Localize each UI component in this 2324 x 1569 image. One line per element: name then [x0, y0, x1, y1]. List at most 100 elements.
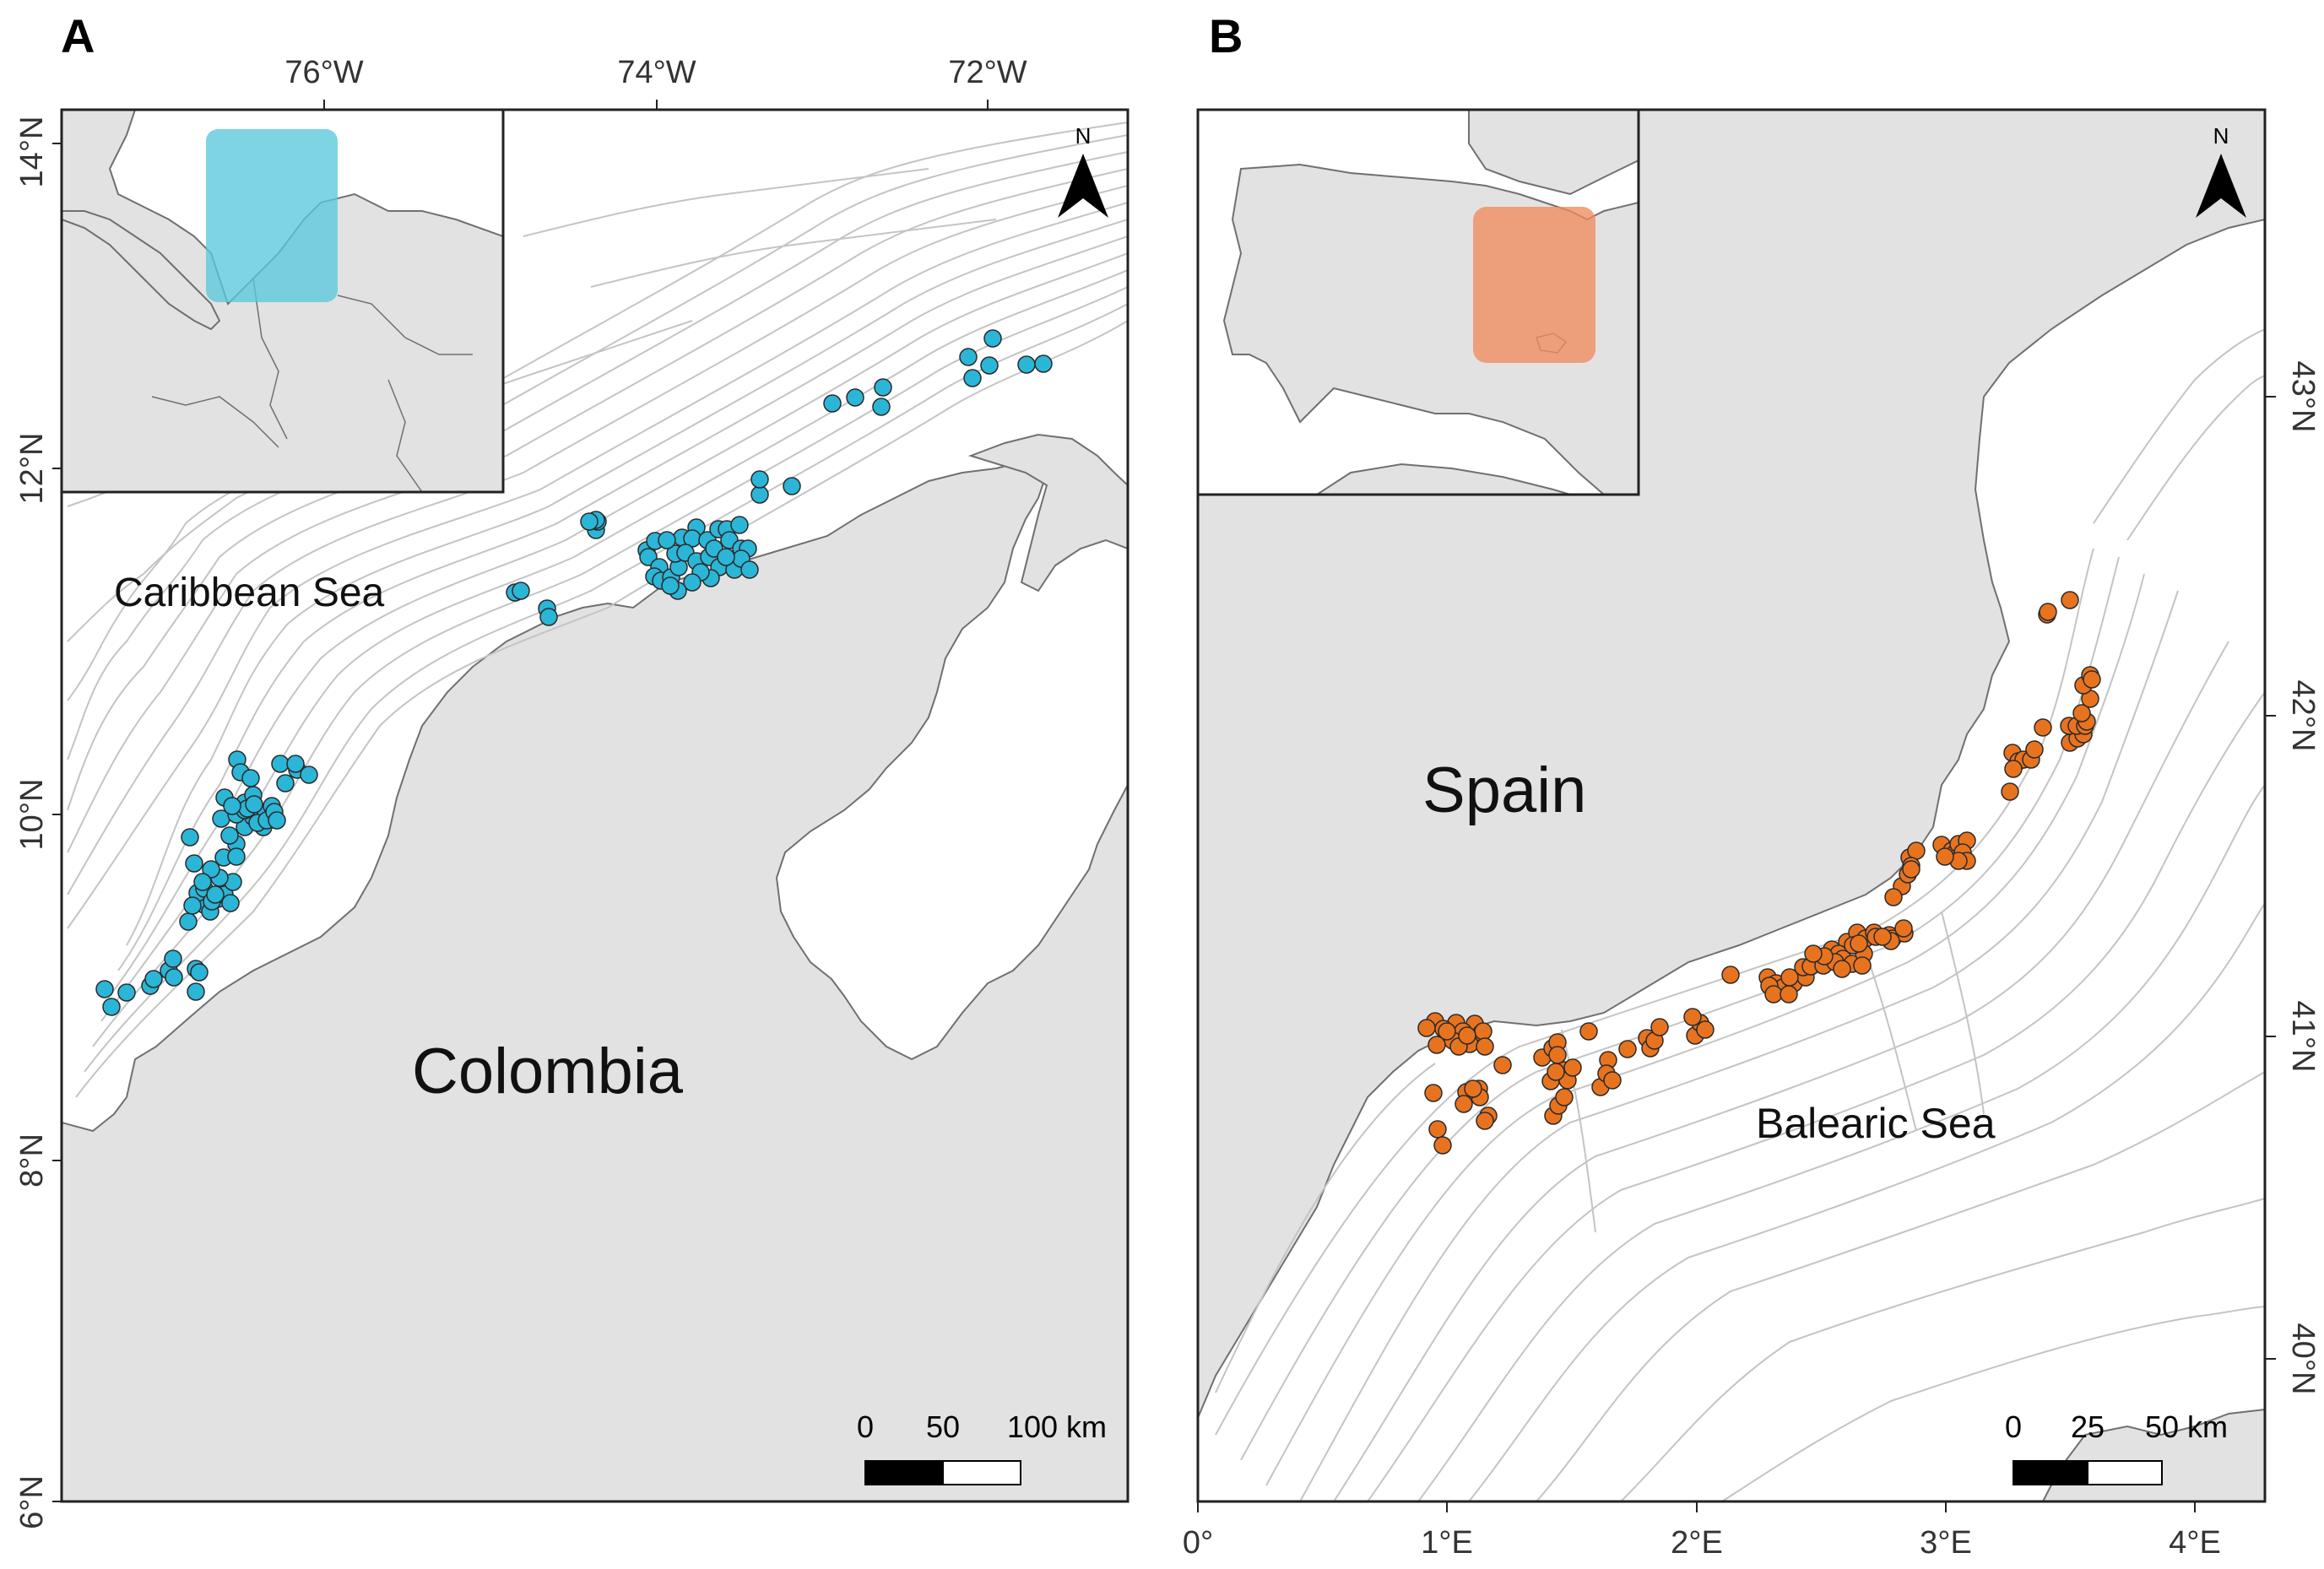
panel-b-point — [2025, 740, 2044, 759]
panel-a-point — [512, 582, 530, 600]
panel-b-point — [1547, 1063, 1565, 1081]
panel-a-point — [750, 485, 769, 504]
panel-b-point — [2039, 603, 2057, 621]
panel-a-point — [95, 980, 114, 998]
panel-a-point — [580, 512, 599, 531]
panel-a-point — [872, 398, 891, 416]
tick-12n: 12°N — [14, 433, 50, 505]
panel-a-map — [60, 108, 1129, 1503]
panel-b-point — [2001, 782, 2019, 801]
panel-b-north-label: N — [2213, 123, 2229, 149]
panel-a-point — [823, 394, 842, 413]
panel-b-right-tickmarks — [2265, 396, 2276, 1360]
panel-a-point — [190, 963, 209, 982]
tick-41n: 41°N — [2285, 1001, 2321, 1073]
panel-a-point — [164, 950, 182, 968]
panel-b-point — [1833, 960, 1851, 978]
scale-a-100: 100 km — [1007, 1409, 1107, 1444]
tick-0: 0° — [1183, 1525, 1213, 1561]
panel-a-land-label: Colombia — [412, 1036, 684, 1107]
panel-a-point — [1017, 355, 1036, 374]
panel-a-point — [846, 388, 864, 407]
panel-b-point — [2034, 718, 2052, 737]
panel-a-north-label: N — [1075, 123, 1092, 149]
panel-a-point — [683, 573, 702, 592]
panel-b-point — [1476, 1037, 1494, 1056]
panel-b-point — [2072, 704, 2091, 722]
tick-14n: 14°N — [14, 116, 50, 188]
panel-b-point — [1936, 847, 1954, 866]
panel-a-point — [750, 470, 769, 489]
panel-a-left-ticks: 14°N 12°N 10°N 8°N 6°N — [14, 116, 50, 1529]
panel-b-point — [1650, 1018, 1669, 1036]
panel-b-point — [1764, 985, 1783, 1004]
panel-b-bottom-ticks: 0° 1°E 2°E 3°E 4°E — [1183, 1525, 2221, 1561]
panel-a-point — [539, 608, 558, 626]
panel-b-point — [1579, 1022, 1598, 1041]
panel-b-point — [1907, 841, 1926, 860]
tick-40n: 40°N — [2285, 1323, 2321, 1395]
tick-2e: 2°E — [1671, 1525, 1723, 1561]
panel-b-point — [1780, 985, 1798, 1004]
panel-b-point — [2083, 670, 2101, 689]
panel-a-point — [183, 896, 202, 915]
panel-b-points — [1417, 591, 2101, 1155]
panel-a-top-ticks: 76°W 74°W 72°W — [284, 55, 1027, 90]
panel-a-point — [874, 378, 892, 397]
scale-b-50: 50 km — [2145, 1409, 2228, 1444]
panel-a-point — [220, 826, 239, 845]
scale-b-0: 0 — [2005, 1409, 2022, 1444]
panel-a-inset-highlight — [206, 129, 338, 302]
panel-b-point — [1804, 944, 1823, 963]
panel-b-sea-label: Balearic Sea — [1756, 1100, 1996, 1147]
panel-a-point — [223, 797, 241, 815]
panel-a-point — [187, 982, 205, 1001]
panel-b-point — [1548, 1046, 1567, 1064]
panel-b-point — [1853, 956, 1872, 975]
panel-b-point — [2004, 760, 2023, 778]
panel-b-point — [1455, 1095, 1473, 1113]
panel-b-map — [1196, 108, 2267, 1503]
panel-b-point — [1428, 1120, 1447, 1139]
panel-a-land-north — [967, 433, 1128, 592]
panel-a-point — [245, 795, 263, 814]
panel-a-point — [730, 516, 749, 534]
panel-b-point — [1464, 1079, 1482, 1098]
panel-b-point — [1873, 928, 1892, 946]
scale-a-50: 50 — [926, 1409, 960, 1444]
panel-a-points — [95, 329, 1053, 1016]
panel-b-letter: B — [1209, 9, 1243, 62]
panel-b-point — [1476, 1112, 1494, 1130]
panel-a-sea-label: Caribbean Sea — [114, 571, 385, 615]
panel-b-point — [1780, 968, 1799, 987]
tick-43n: 43°N — [2285, 361, 2321, 433]
panel-a-point — [221, 894, 240, 912]
panel-a-point — [202, 860, 220, 879]
panel-a-point — [185, 854, 203, 873]
panel-b-point — [1438, 1022, 1456, 1041]
panel-b-inset-map — [1196, 108, 1640, 496]
panel-a-point — [241, 769, 260, 787]
panel-a-point — [144, 970, 163, 988]
panel-a-point — [740, 560, 759, 579]
panel-b-point — [1618, 1040, 1637, 1058]
panel-a-inset-map — [60, 108, 505, 494]
panel-b-point — [1433, 1136, 1452, 1155]
panel-a-point — [117, 983, 136, 1002]
panel-b-point — [1721, 966, 1740, 984]
panel-b-point — [1884, 888, 1903, 906]
tick-74w: 74°W — [617, 55, 696, 90]
panel-b-point — [1850, 934, 1868, 953]
panel-a-point — [181, 828, 199, 847]
panel-a-left-tickmarks — [52, 143, 62, 1502]
panel-a-point — [286, 755, 305, 773]
panel-b-right-ticks: 43°N 42°N 41°N 40°N — [2285, 361, 2321, 1395]
tick-3e: 3°E — [1920, 1525, 1972, 1561]
panel-a-point — [165, 968, 183, 987]
panel-a-point — [276, 774, 295, 793]
panel-a-point — [206, 885, 225, 904]
panel-a-point — [717, 548, 735, 566]
panel-b-point — [1894, 919, 1913, 938]
panel-b-point — [1493, 1056, 1512, 1074]
